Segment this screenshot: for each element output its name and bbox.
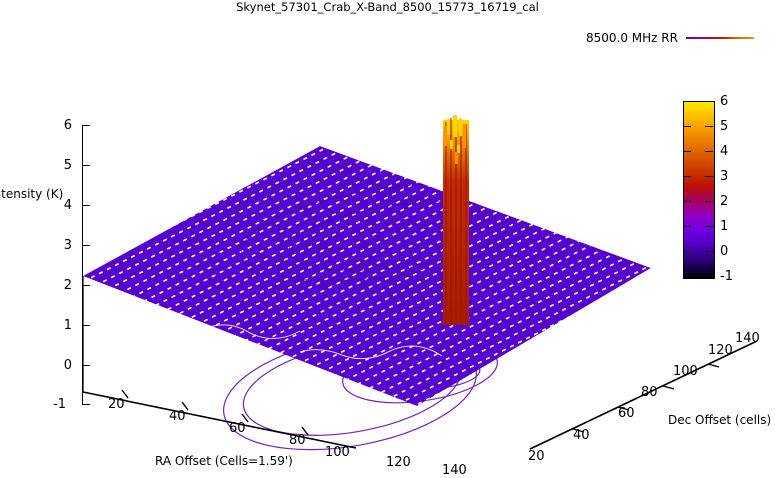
page-title: Skynet_57301_Crab_X-Band_8500_15773_1671… [236,0,539,14]
legend-label-8500mhz-rr: 8500.0 MHz RR [586,31,678,45]
legend-gradient-line-icon [685,37,754,39]
y-tick-label-60: 60 [618,406,635,421]
colorbar-tick-left-0 [683,251,691,252]
colorbar-label-4: 4 [720,144,729,159]
y-axis-label: Dec Offset (cells) [668,413,772,427]
colorbar-tick-left-4 [683,151,691,152]
y-tick-label-140: 140 [735,331,760,346]
colorbar-tick-left-5 [683,126,691,127]
x-tick-label-60: 60 [229,421,246,436]
colorbar-tick-right-5 [705,126,713,127]
x-tick-label-40: 40 [169,409,186,424]
z-tick-label-0: 0 [63,358,72,373]
colorbar-tick-right-0 [705,251,713,252]
z-tick-2 [82,285,90,286]
x-axis-label: RA Offset (Cells=1.59') [155,454,293,468]
z-tick-label-1: 1 [63,318,72,333]
colorbar-tick-right-4 [705,151,713,152]
z-tick-label-6: 6 [63,118,72,133]
z-tick-label-3: 3 [63,238,72,253]
colorbar-tick-right-3 [705,176,713,177]
colorbar [683,101,715,279]
colorbar-tick-left-2 [683,201,691,202]
data-surface [83,146,651,406]
ra-axis-line [82,391,357,449]
colorbar-label-6: 6 [720,94,729,109]
z-axis-label: Intensity (K) [0,187,64,201]
z-tick-6 [82,125,90,126]
z-tick-minus1 [82,404,90,405]
y-tick-label-120: 120 [708,343,733,358]
z-tick-label-2: 2 [63,278,72,293]
colorbar-tick-left-1 [683,226,691,227]
colorbar-label-0: 0 [720,244,729,259]
z-tick-label-5: 5 [63,158,72,173]
y-tick-label-80: 80 [641,385,658,400]
x-tick-label-100: 100 [325,445,350,460]
z-tick-4 [82,205,90,206]
y-tick-label-20: 20 [528,449,545,464]
x-tick-label-140: 140 [442,463,467,478]
colorbar-tick-left-3 [683,176,691,177]
x-tick-label-80: 80 [289,433,306,448]
dec-axis-line [529,340,758,450]
colorbar-label-minus1: -1 [720,269,733,284]
x-tick-label-20: 20 [108,397,125,412]
colorbar-label-2: 2 [720,194,729,209]
x-tick-label-120: 120 [386,455,411,470]
z-tick-5 [82,165,90,166]
z-tick-label-minus1: -1 [53,397,66,412]
z-axis-line [82,125,83,404]
base-axes [82,276,758,450]
y-tick-label-40: 40 [573,428,590,443]
colorbar-label-3: 3 [720,169,729,184]
z-tick-label-4: 4 [63,198,72,213]
z-tick-0 [82,365,90,366]
colorbar-label-5: 5 [720,119,729,134]
y-tick-label-100: 100 [673,364,698,379]
colorbar-tick-right-1 [705,226,713,227]
z-tick-1 [82,325,90,326]
colorbar-label-1: 1 [720,219,729,234]
source-peak-spike [443,115,469,325]
z-tick-3 [82,245,90,246]
legend: 8500.0 MHz RR [586,30,754,46]
colorbar-tick-right-2 [705,201,713,202]
